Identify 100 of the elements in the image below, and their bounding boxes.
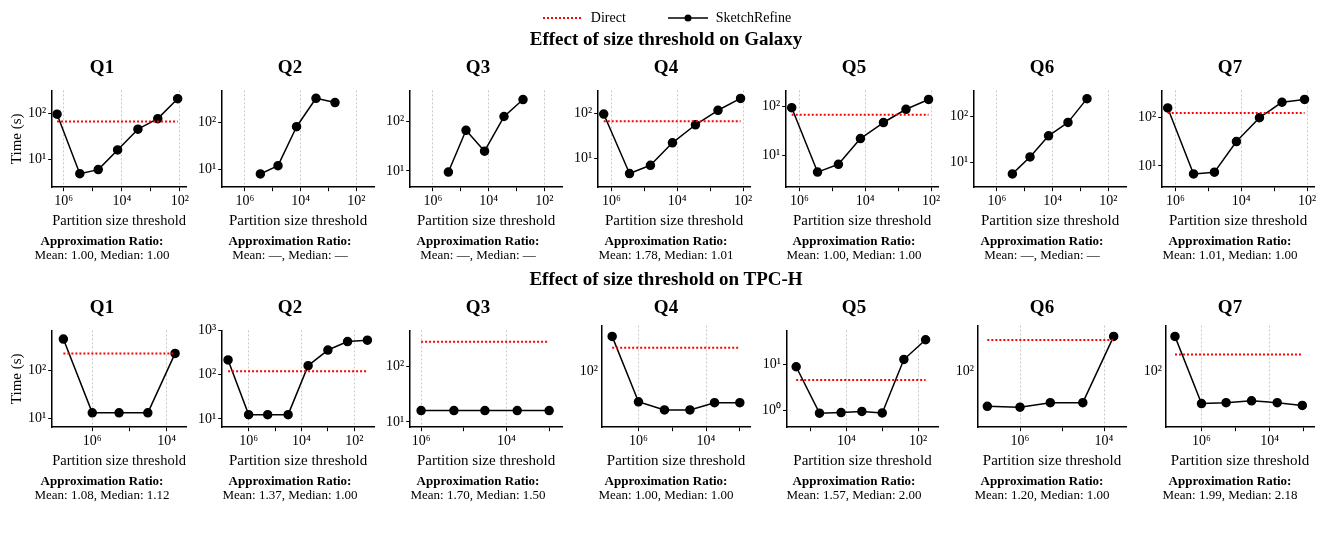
text: Mean: 1.99, Median: 2.18 [1161, 487, 1299, 502]
x-tick-label: 10⁴ [112, 193, 132, 209]
text: Mean: 1.08, Median: 1.12 [33, 487, 171, 502]
text: Approximation Ratio: [415, 473, 541, 488]
text: Mean: 1.00, Median: 1.00 [785, 247, 923, 262]
x-tick-label: 10⁶ [411, 433, 431, 449]
point [311, 93, 321, 104]
y-tick-label: 10¹ [1137, 157, 1157, 173]
x-axis-title: Partition size threshold [416, 211, 556, 228]
point [855, 133, 866, 144]
y-tick-label: 10¹ [761, 146, 781, 162]
chart-title: Q3 [464, 296, 492, 319]
point [833, 159, 844, 170]
point [291, 121, 302, 132]
chart-title: Q5 [840, 296, 868, 319]
x-tick-label: 10⁶ [1165, 193, 1185, 209]
point [645, 160, 656, 171]
point [624, 168, 635, 179]
point [878, 117, 889, 128]
point [1209, 167, 1220, 177]
point [1246, 396, 1257, 406]
text: Approximation Ratio: [979, 473, 1105, 488]
x-axis-title: Partition size threshold [52, 211, 187, 228]
x-tick-label: 10⁶ [629, 433, 649, 449]
text: Mean: 1.01, Median: 1.00 [1161, 247, 1299, 262]
y-tick-label: 10¹ [385, 413, 405, 429]
x-axis-title: Partition size threshold [1168, 211, 1308, 228]
point [58, 334, 69, 344]
x-tick-label: 10⁶ [987, 193, 1007, 209]
x-tick-label: 10² [170, 193, 190, 209]
y-tick-label: 10¹ [949, 153, 969, 169]
x-tick-label: 10² [922, 193, 941, 209]
x-tick-label: 10² [734, 193, 753, 209]
text: Approximation Ratio: [603, 473, 729, 488]
point [1170, 331, 1180, 342]
x-tick-label: 10² [909, 433, 928, 449]
x-tick-label: 10⁶ [1192, 433, 1212, 449]
point [735, 93, 746, 104]
x-axis-title: Partition size threshold [793, 451, 933, 468]
point [1297, 400, 1308, 411]
x-axis-title: Partition size threshold [604, 211, 744, 228]
x-axis-title: Partition size threshold [980, 211, 1120, 228]
y-axis-title: Time (s) [7, 353, 25, 405]
point [786, 102, 797, 113]
x-tick-label: 10⁶ [789, 193, 809, 209]
point [443, 167, 454, 177]
x-tick-label: 10⁶ [82, 433, 102, 449]
x-tick-label: 10⁴ [696, 433, 716, 449]
text: Approximation Ratio: [227, 233, 353, 248]
point [899, 354, 909, 365]
point [901, 104, 911, 115]
x-tick-label: 10⁴ [1043, 193, 1063, 209]
text: Approximation Ratio: [979, 233, 1105, 248]
point [1231, 136, 1242, 147]
point [812, 167, 823, 177]
y-tick-label: 10¹ [27, 151, 47, 167]
x-tick-label: 10⁴ [157, 433, 177, 449]
point [170, 348, 180, 359]
x-tick-label: 10⁴ [291, 193, 311, 209]
point [667, 138, 678, 148]
text: Mean: 1.00, Median: 1.00 [597, 487, 735, 502]
x-tick-label: 10⁶ [601, 193, 621, 209]
y-axis-title: Time (s) [7, 113, 25, 165]
x-tick-label: 10² [1298, 193, 1317, 209]
x-axis-title: Partition size threshold [416, 451, 556, 468]
y-tick-label: 10² [27, 362, 47, 378]
point [982, 401, 993, 412]
point [479, 146, 490, 156]
point [1063, 117, 1073, 128]
point [518, 94, 528, 105]
y-tick-label: 10¹ [385, 162, 405, 178]
x-axis-title: Partition size threshold [1170, 451, 1310, 468]
y-tick-label: 10¹ [197, 161, 217, 177]
text: Approximation Ratio: [791, 473, 917, 488]
point [1221, 397, 1231, 408]
chart-title: Q7 [1216, 296, 1244, 319]
point [461, 125, 471, 136]
x-tick-label: 10⁴ [497, 433, 517, 449]
point [1277, 97, 1287, 107]
point [52, 109, 62, 119]
point [93, 164, 103, 175]
point [273, 160, 283, 171]
point [303, 360, 313, 371]
y-tick-label: 10² [385, 358, 405, 374]
chart-title: Q5 [840, 56, 868, 79]
chart-title: Q1 [88, 56, 116, 79]
point [255, 169, 266, 179]
chart-title: Q6 [1028, 56, 1056, 79]
point [1196, 398, 1207, 409]
point [172, 93, 183, 104]
x-axis-title: Partition size threshold [228, 451, 368, 468]
point [499, 111, 509, 122]
chart-title: Q3 [464, 56, 492, 79]
point [598, 109, 609, 119]
point [87, 408, 98, 418]
text: Mean: 1.00, Median: 1.00 [33, 247, 171, 262]
x-axis-title: Partition size threshold [792, 211, 932, 228]
x-tick-label: 10⁴ [1231, 193, 1251, 209]
point [923, 94, 934, 105]
point [143, 408, 153, 418]
